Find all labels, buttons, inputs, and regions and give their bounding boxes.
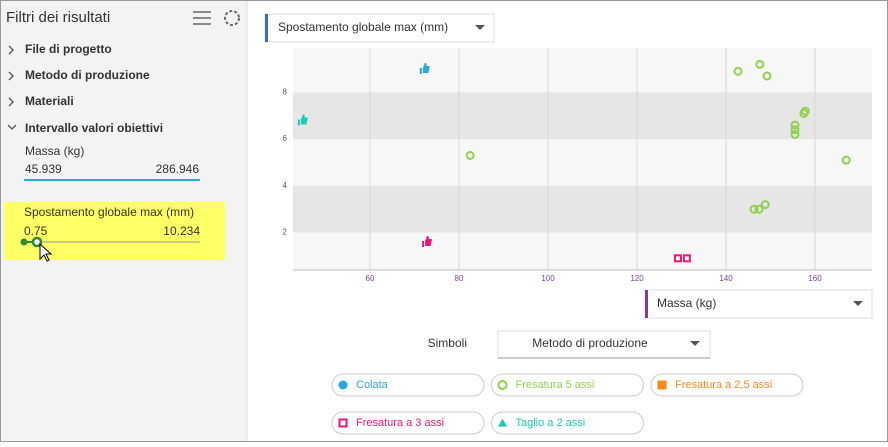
legend-marker bbox=[497, 380, 508, 390]
legend-marker bbox=[498, 418, 507, 427]
point bbox=[749, 204, 759, 214]
legend-label: Colata bbox=[356, 379, 389, 391]
point bbox=[841, 155, 851, 165]
x-tick-label: 140 bbox=[719, 274, 733, 283]
legend-marker bbox=[338, 418, 348, 428]
slider-handle[interactable] bbox=[31, 236, 43, 248]
plot-area bbox=[293, 48, 872, 270]
cursor bbox=[39, 242, 53, 262]
x-tick-label: 160 bbox=[808, 274, 822, 283]
x-tick-label: 100 bbox=[541, 274, 555, 283]
point bbox=[762, 71, 772, 81]
legend-marker bbox=[338, 380, 348, 390]
point bbox=[673, 254, 682, 263]
point bbox=[790, 125, 800, 135]
point bbox=[733, 66, 743, 76]
legend-item[interactable] bbox=[491, 373, 644, 397]
legend-label: Fresatura a 2,5 assi bbox=[675, 379, 772, 391]
filter-max: 286.946 bbox=[156, 162, 200, 176]
dropdown-text: Metodo di produzione bbox=[532, 336, 648, 350]
legend-marker bbox=[657, 380, 667, 390]
point bbox=[799, 108, 809, 118]
filter-min: 0.75 bbox=[24, 224, 48, 238]
sidebar-title: Filtri dei risultati bbox=[6, 9, 110, 26]
settings-icon[interactable] bbox=[224, 10, 240, 26]
y-tick-label: 2 bbox=[283, 228, 288, 237]
filter-min: 45.939 bbox=[25, 162, 62, 176]
y-dropdown[interactable] bbox=[264, 13, 495, 43]
dropdown-text: Massa (kg) bbox=[657, 296, 716, 310]
section[interactable]: Materiali bbox=[25, 94, 74, 108]
grid-band bbox=[293, 92, 872, 140]
section[interactable]: File di progetto bbox=[25, 42, 112, 56]
symbols-dropdown[interactable] bbox=[497, 330, 711, 359]
legend-item[interactable] bbox=[650, 373, 804, 397]
x-tick-label: 60 bbox=[366, 274, 375, 283]
legend-item[interactable] bbox=[491, 411, 644, 435]
thumb-point[interactable] bbox=[297, 114, 308, 126]
legend-label: Taglio a 2 assi bbox=[516, 417, 586, 429]
symbols-label: Simboli bbox=[428, 336, 467, 350]
point bbox=[682, 254, 691, 263]
legend-item[interactable] bbox=[331, 373, 485, 397]
filter-label: Spostamento globale max (mm) bbox=[24, 205, 194, 219]
point bbox=[754, 204, 764, 214]
thumb-point[interactable] bbox=[422, 235, 432, 247]
grid-band bbox=[293, 185, 872, 233]
dropdown-text: Spostamento globale max (mm) bbox=[278, 20, 448, 34]
point bbox=[760, 200, 770, 210]
slider-handle[interactable] bbox=[20, 238, 28, 246]
legend-item[interactable] bbox=[331, 411, 485, 435]
legend-label: Fresatura a 3 assi bbox=[356, 417, 444, 429]
x-dropdown[interactable] bbox=[644, 289, 873, 319]
x-tick-label: 120 bbox=[630, 274, 644, 283]
point bbox=[755, 59, 765, 69]
legend-label: Fresatura 5 assi bbox=[516, 379, 595, 391]
filter-icon[interactable] bbox=[193, 11, 211, 25]
y-tick-label: 4 bbox=[283, 181, 288, 190]
filter-label: Massa (kg) bbox=[25, 144, 84, 158]
thumb-point[interactable] bbox=[419, 63, 430, 75]
y-tick-label: 8 bbox=[283, 88, 288, 97]
section[interactable]: Metodo di produzione bbox=[25, 68, 150, 82]
point bbox=[790, 129, 800, 139]
y-tick-label: 6 bbox=[283, 134, 288, 143]
point bbox=[790, 120, 800, 130]
filter-max: 10.234 bbox=[163, 224, 200, 238]
section[interactable]: Intervallo valori obiettivi bbox=[25, 121, 163, 135]
point bbox=[465, 150, 475, 160]
x-tick-label: 80 bbox=[455, 274, 464, 283]
